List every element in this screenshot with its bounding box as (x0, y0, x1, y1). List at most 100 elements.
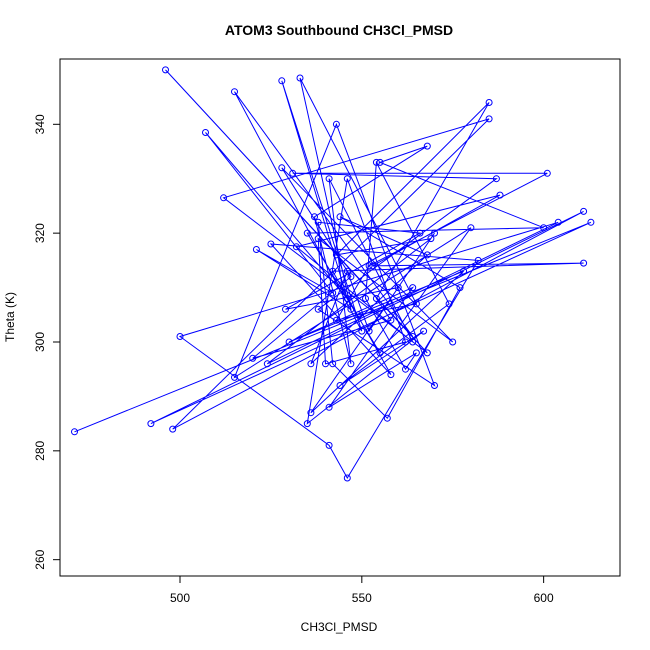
data-point (445, 300, 453, 308)
data-point (292, 243, 300, 251)
data-point (423, 142, 431, 150)
x-tick-label: 500 (170, 591, 190, 605)
data-point (314, 235, 322, 243)
data-point (409, 284, 417, 292)
data-point (296, 74, 304, 82)
data-point (343, 474, 351, 482)
data-point (358, 327, 366, 335)
data-point (314, 305, 322, 313)
data-point (343, 175, 351, 183)
data-point (427, 235, 435, 243)
data-point (580, 207, 588, 215)
data-point (365, 327, 373, 335)
data-point (332, 316, 340, 324)
data-point (485, 99, 493, 106)
data-point (431, 229, 438, 237)
data-point (474, 256, 482, 264)
data-point (329, 267, 337, 275)
data-point (202, 129, 209, 136)
data-point (402, 365, 409, 373)
data-point (176, 333, 184, 340)
data-point (347, 360, 355, 368)
chart-title: ATOM3 Southbound CH3Cl_PMSD (225, 22, 453, 38)
data-point (311, 213, 318, 221)
data-point (307, 409, 315, 417)
data-point (587, 218, 595, 226)
data-point (329, 360, 337, 368)
data-point (362, 295, 369, 302)
y-tick-label: 260 (33, 549, 47, 569)
data-point (252, 246, 260, 253)
data-point (329, 289, 337, 297)
data-point (325, 175, 333, 183)
data-point (231, 373, 238, 381)
data-point (456, 284, 464, 292)
data-point (347, 305, 355, 313)
data-point (394, 284, 402, 292)
data-point (496, 191, 504, 199)
data-point (402, 338, 409, 346)
x-axis-label: CH3Cl_PMSD (301, 620, 378, 634)
y-axis: 260 280 300 320 340 (33, 114, 61, 570)
series-layer (71, 66, 595, 482)
data-point (420, 327, 428, 335)
data-point (412, 349, 420, 357)
y-tick-label: 300 (33, 332, 47, 352)
data-point (416, 229, 424, 237)
data-point (71, 428, 78, 436)
data-point (169, 425, 177, 433)
data-point (278, 77, 286, 85)
data-point (387, 371, 395, 379)
data-point (423, 251, 431, 259)
data-point (409, 338, 417, 346)
data-point (343, 295, 351, 302)
data-point (267, 240, 275, 248)
data-point (303, 229, 311, 237)
data-point (343, 267, 351, 275)
data-point (485, 115, 493, 123)
data-point (285, 338, 293, 346)
y-tick-label: 340 (33, 114, 47, 134)
data-point (231, 88, 238, 96)
data-point (492, 175, 500, 183)
data-point (162, 66, 169, 74)
data-point (372, 158, 380, 166)
data-point (220, 194, 228, 202)
data-point (387, 316, 395, 324)
data-point (580, 259, 588, 267)
data-point (449, 338, 457, 346)
data-point (423, 349, 431, 357)
data-point (460, 267, 468, 275)
data-point (383, 414, 391, 422)
data-point (282, 305, 289, 313)
x-axis: 500 550 600 (170, 575, 554, 605)
data-point (332, 251, 340, 259)
y-axis-label: Theta (K) (3, 292, 17, 342)
data-point (372, 295, 380, 302)
data-point (325, 441, 333, 449)
data-point (289, 169, 297, 177)
data-point (307, 360, 315, 368)
data-point (336, 213, 344, 221)
data-point (467, 224, 475, 232)
data-point (354, 311, 362, 319)
data-point (336, 382, 344, 389)
data-point (554, 218, 562, 226)
data-point (249, 354, 257, 362)
data-point (365, 262, 373, 270)
data-point (412, 300, 420, 308)
data-point (332, 120, 340, 128)
data-point (540, 224, 548, 232)
series-line (74, 69, 592, 479)
y-tick-label: 280 (33, 440, 47, 460)
data-point (431, 382, 438, 389)
data-point (322, 360, 329, 368)
data-point (376, 158, 384, 166)
data-point (376, 349, 384, 357)
data-point (347, 273, 355, 281)
data-point (369, 262, 377, 270)
x-tick-label: 600 (534, 591, 554, 605)
data-point (278, 164, 286, 172)
